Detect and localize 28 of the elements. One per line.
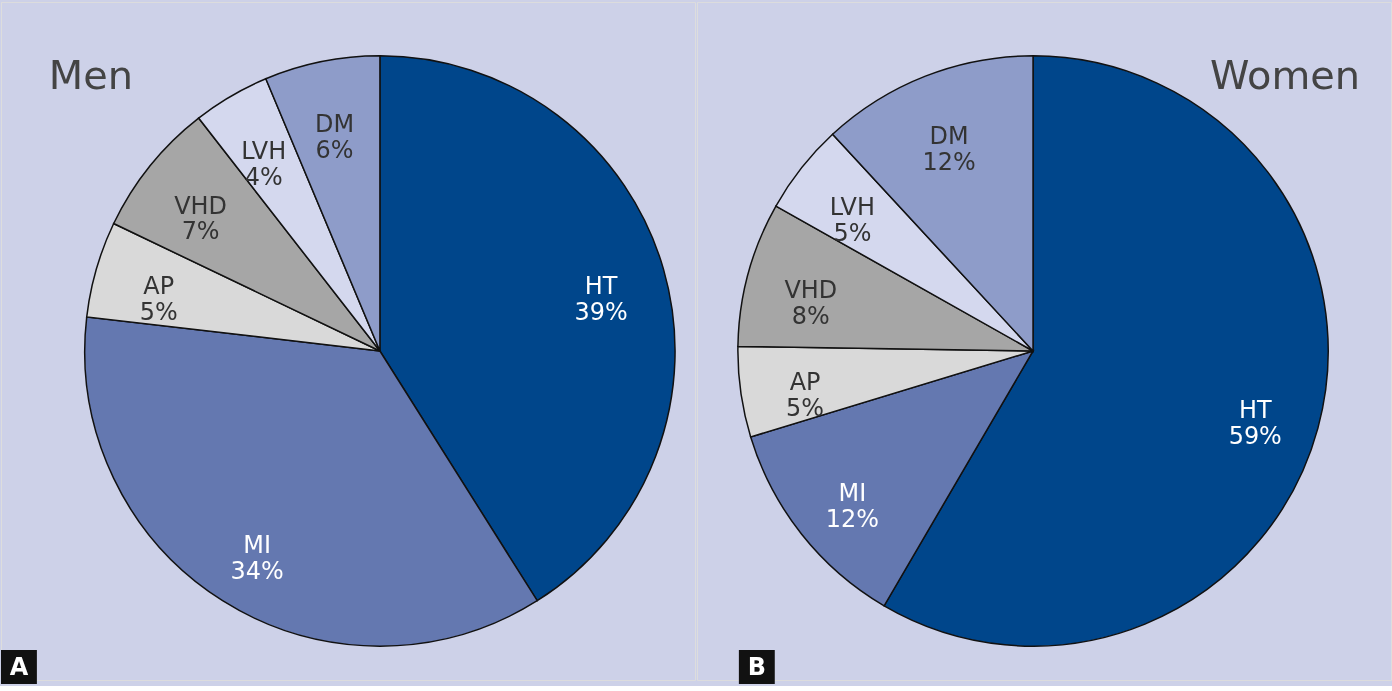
data-label: 7%	[181, 217, 220, 246]
slice-label: HT	[584, 272, 618, 301]
data-label: 6%	[315, 136, 354, 165]
data-label: 12%	[825, 504, 879, 533]
slice-label: MI	[243, 530, 272, 559]
slice-label: MI	[838, 478, 867, 507]
text: A	[9, 653, 29, 682]
slice-label: AP	[143, 272, 175, 301]
data-label: 39%	[574, 298, 628, 327]
slice-label: DM	[315, 110, 355, 139]
data-label: 8%	[791, 301, 830, 330]
slice-label: VHD	[174, 191, 227, 220]
data-label: 5%	[139, 298, 178, 327]
slice-label: DM	[929, 121, 969, 150]
data-label: 34%	[230, 556, 284, 585]
slice-label: AP	[789, 368, 821, 397]
data-label: 12%	[922, 147, 976, 176]
chart-title: Women	[1209, 51, 1361, 98]
text: B	[747, 653, 766, 682]
slice-label: VHD	[784, 275, 838, 304]
slice-label: LVH	[829, 193, 875, 222]
slice-label: LVH	[241, 137, 287, 166]
data-label: 5%	[786, 394, 825, 422]
slice-label: HT	[1238, 396, 1272, 425]
data-label: 4%	[244, 163, 283, 192]
chart-title: Men	[48, 51, 134, 98]
data-label: 59%	[1228, 422, 1282, 451]
data-label: 5%	[833, 219, 872, 248]
